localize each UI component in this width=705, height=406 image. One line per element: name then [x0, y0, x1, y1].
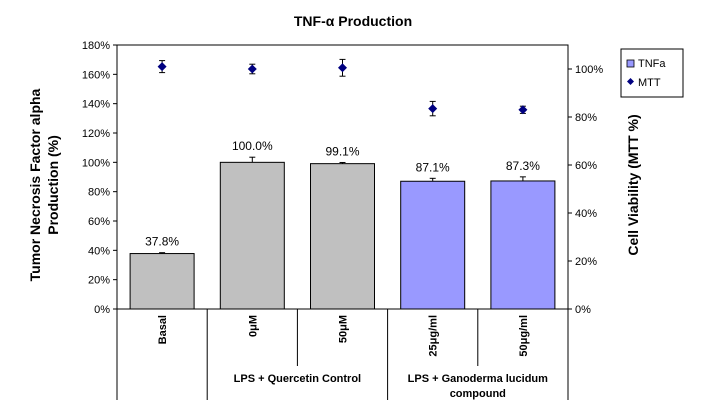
legend-tnfa-label: TNFa — [638, 58, 666, 70]
left-tick-label: 140% — [82, 99, 110, 111]
group-label-quercetin: LPS + Quercetin Control — [234, 373, 361, 385]
right-axis-title: Cell Viability (MTT %) — [625, 114, 641, 255]
legend-mtt-label: MTT — [638, 77, 661, 89]
bar-data-label: 87.1% — [416, 160, 450, 174]
category-label: 0μM — [247, 315, 259, 337]
bar-data-label: 37.8% — [145, 235, 179, 249]
chart-title: TNF-α Production — [294, 13, 412, 29]
right-tick-label: 20% — [575, 256, 597, 268]
left-tick-label: 160% — [82, 69, 110, 81]
right-tick-label: 80% — [575, 112, 597, 124]
left-tick-label: 80% — [88, 187, 110, 199]
bar-data-label: 99.1% — [325, 144, 359, 158]
bar-0μM — [219, 161, 285, 310]
legend: TNFa MTT — [620, 48, 684, 98]
right-tick-label: 60% — [575, 160, 597, 172]
left-axis-title-line2: Production (%) — [45, 135, 61, 235]
group-label-ganoderma-line1: LPS + Ganoderma lucidum — [408, 373, 549, 385]
left-tick-label: 20% — [88, 275, 110, 287]
group-label-ganoderma-line2: compound — [450, 388, 506, 400]
left-tick-label: 100% — [82, 157, 110, 169]
category-label: Basal — [157, 315, 169, 344]
mtt-point — [338, 63, 347, 73]
right-tick-label: 100% — [575, 64, 603, 76]
left-tick-label: 120% — [82, 128, 110, 140]
right-tick-label: 40% — [575, 208, 597, 220]
left-tick-label: 40% — [88, 245, 110, 257]
bar-Basal — [129, 253, 195, 310]
mtt-point — [247, 64, 257, 74]
mtt-point — [428, 104, 438, 114]
category-label: 25μg/ml — [428, 315, 440, 357]
bar-50μM — [310, 163, 375, 310]
left-tick-label: 60% — [88, 216, 110, 228]
bar-50μg/ml — [490, 180, 556, 310]
bar-data-label: 87.3% — [506, 159, 540, 173]
legend-box — [620, 48, 684, 98]
plot-area: 0% 20% 40% 60% 80% 100% 120% 140% 160% 180% 0% 20% 4… — [82, 40, 603, 400]
legend-mtt-marker — [627, 78, 634, 85]
right-tick-label: 0% — [575, 304, 591, 316]
left-tick-label: 180% — [82, 40, 110, 52]
mtt-point — [157, 62, 167, 72]
legend-tnfa-swatch — [626, 59, 635, 68]
mtt-point — [518, 105, 528, 115]
bar-25μg/ml — [400, 180, 466, 310]
left-tick-label: 0% — [94, 304, 110, 316]
left-axis-title-line1: Tumor Necrosis Factor alpha — [27, 88, 43, 281]
category-label: 50μM — [338, 315, 350, 343]
bar-data-label: 100.0% — [232, 139, 273, 153]
category-label: 50μg/ml — [518, 315, 530, 357]
